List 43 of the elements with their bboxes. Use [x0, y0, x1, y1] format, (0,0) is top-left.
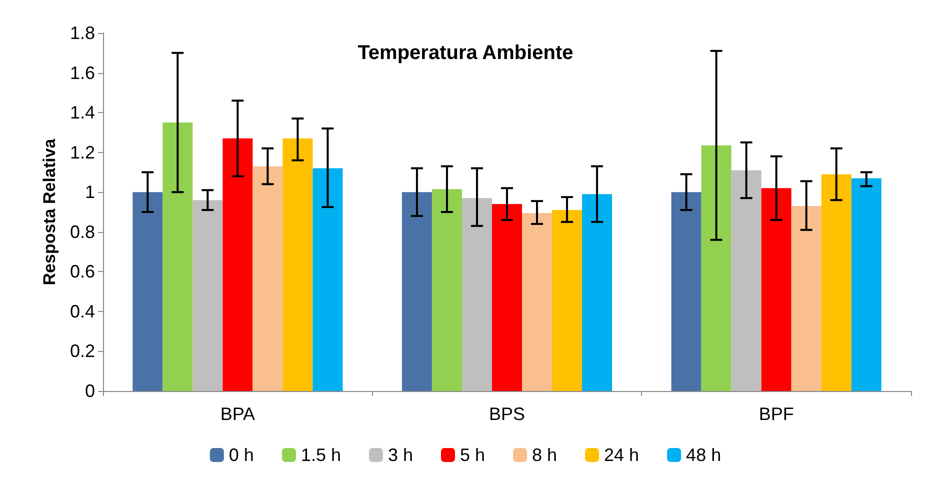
x-tick-label: BPF — [758, 404, 794, 424]
legend-label: 0 h — [228, 445, 254, 465]
y-tick-label: 1.8 — [70, 23, 95, 43]
bar — [312, 168, 343, 391]
y-tick-label: 1.2 — [70, 142, 95, 162]
legend-label: 48 h — [686, 445, 722, 465]
bar — [731, 170, 762, 391]
y-tick-label: 1.6 — [70, 62, 95, 83]
y-tick-label: 0.8 — [70, 222, 95, 242]
bar — [462, 198, 492, 391]
bar — [791, 206, 822, 391]
y-tick-label: 0.4 — [70, 301, 95, 322]
bar — [162, 122, 193, 391]
bar — [522, 212, 552, 391]
chart-title: Temperatura Ambiente — [358, 42, 574, 64]
legend-label: 8 h — [532, 445, 558, 465]
bar — [402, 192, 432, 391]
bar — [192, 200, 223, 391]
y-tick-label: 0.2 — [70, 341, 95, 362]
legend-label: 3 h — [388, 445, 413, 465]
y-tick-label: 1 — [84, 182, 95, 202]
bar — [432, 189, 462, 391]
bar — [222, 138, 253, 391]
bar — [851, 178, 882, 391]
legend-label: 1.5 h — [300, 445, 341, 465]
bar — [761, 188, 792, 391]
y-tick-label: 0 — [84, 381, 95, 401]
bar — [132, 192, 163, 391]
bar — [701, 145, 732, 391]
y-tick-label: 0.6 — [70, 262, 95, 282]
legend-label: 5 h — [460, 445, 486, 465]
bar — [821, 174, 852, 391]
y-axis-title: Resposta Relativa — [40, 138, 59, 286]
bar — [252, 166, 283, 391]
bar — [582, 194, 612, 391]
x-tick-label: BPS — [488, 404, 526, 424]
legend-label: 24 h — [604, 445, 640, 465]
bar — [671, 192, 702, 391]
bar — [492, 204, 522, 391]
x-tick-label: BPA — [220, 404, 256, 424]
bar — [552, 210, 582, 391]
bar — [282, 138, 313, 391]
y-tick-label: 1.4 — [70, 102, 95, 123]
